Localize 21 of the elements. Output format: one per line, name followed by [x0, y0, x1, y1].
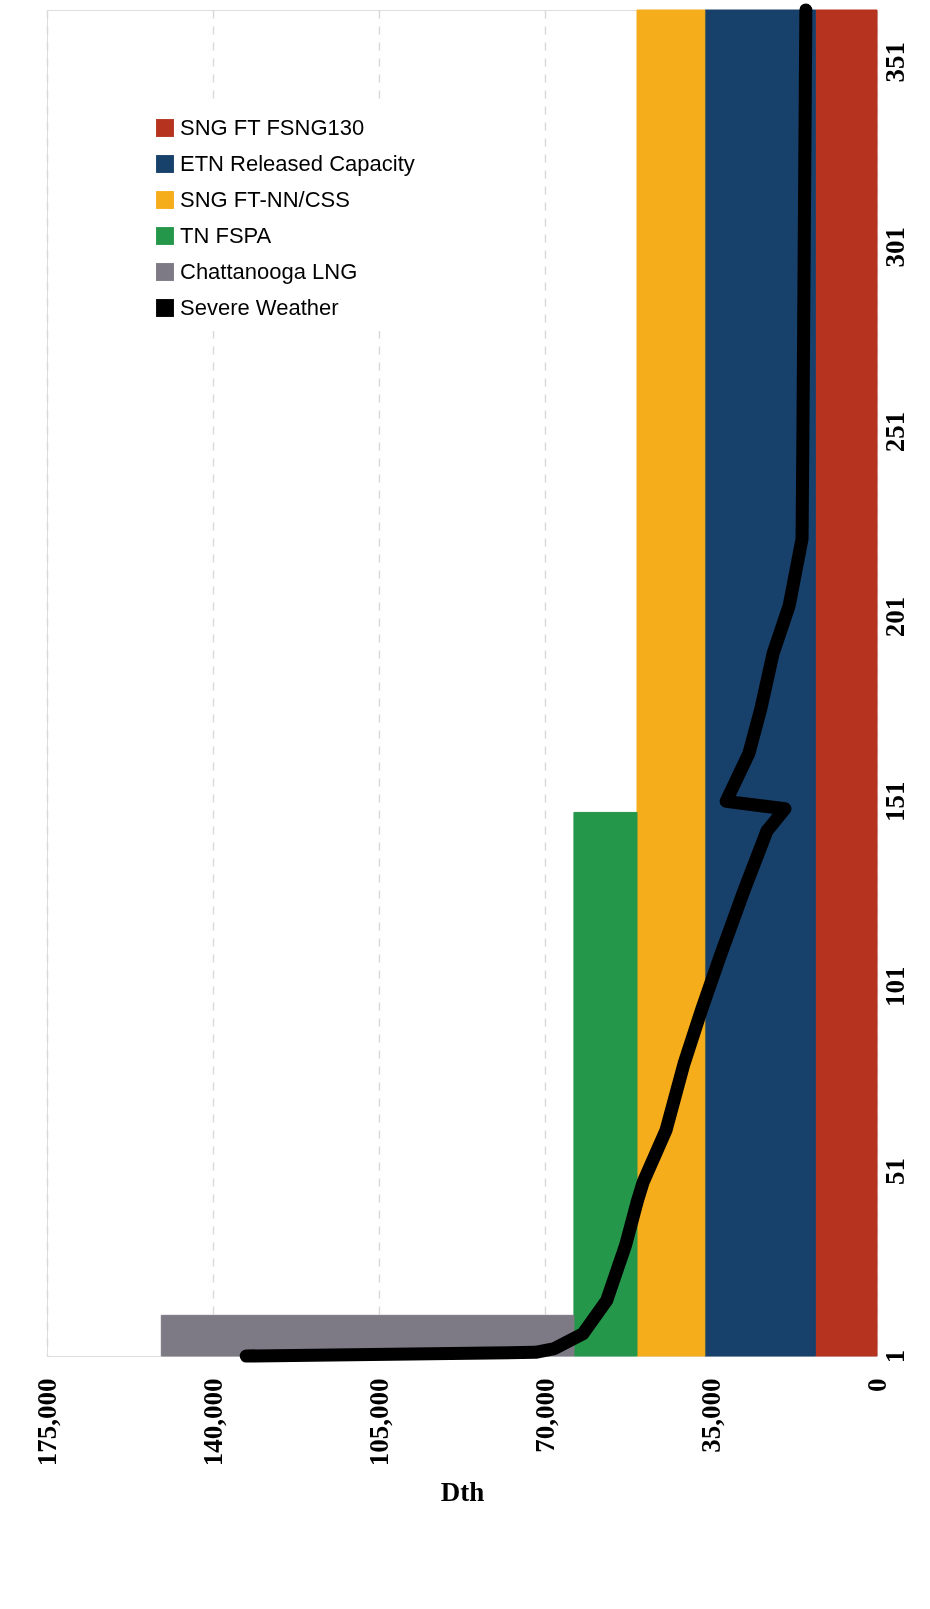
y-tick-label: 151 — [879, 781, 910, 823]
legend-label: Severe Weather — [180, 295, 339, 320]
y-tick-label: 301 — [879, 226, 910, 268]
y-tick-label: 1 — [879, 1349, 910, 1364]
x-tick-label: 105,000 — [363, 1378, 394, 1467]
legend-label: SNG FT FSNG130 — [180, 115, 365, 140]
legend-label: TN FSPA — [180, 223, 272, 248]
y-tick-label: 201 — [879, 596, 910, 638]
y-tick-label: 101 — [879, 966, 910, 1007]
x-axis-title: Dth — [440, 1477, 485, 1508]
x-tick-label: 140,000 — [197, 1378, 228, 1467]
x-tick-label: 35,000 — [695, 1378, 726, 1453]
legend-label: ETN Released Capacity — [180, 151, 415, 176]
x-tick-label: 175,000 — [31, 1378, 62, 1467]
x-tick-label: 70,000 — [529, 1378, 560, 1453]
y-tick-label: 351 — [879, 42, 910, 83]
legend-label: SNG FT-NN/CSS — [180, 187, 350, 212]
y-tick-label: 51 — [879, 1158, 910, 1186]
legend-label: Chattanooga LNG — [180, 259, 358, 284]
x-tick-label: 0 — [861, 1378, 892, 1392]
y-tick-label: 251 — [879, 411, 910, 453]
